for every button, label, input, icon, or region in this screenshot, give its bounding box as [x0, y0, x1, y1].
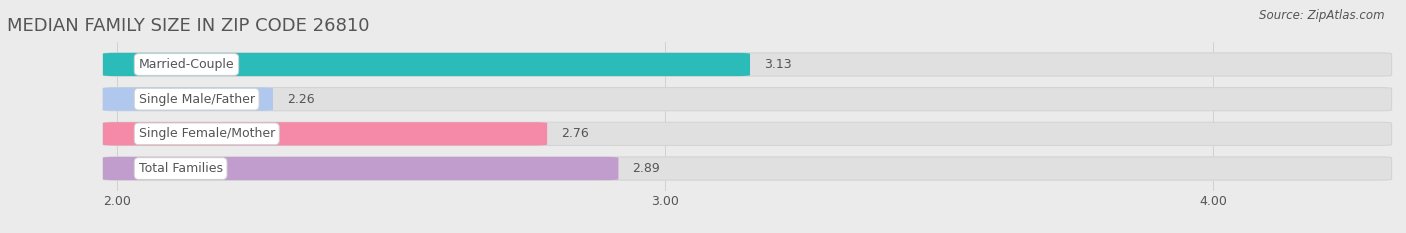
FancyBboxPatch shape	[103, 88, 273, 111]
FancyBboxPatch shape	[103, 122, 1392, 145]
FancyBboxPatch shape	[103, 122, 547, 145]
Text: 2.89: 2.89	[633, 162, 659, 175]
FancyBboxPatch shape	[103, 157, 619, 180]
Text: Married-Couple: Married-Couple	[139, 58, 235, 71]
Text: 2.26: 2.26	[287, 93, 315, 106]
Text: 3.13: 3.13	[763, 58, 792, 71]
Text: Total Families: Total Families	[139, 162, 222, 175]
Text: 2.76: 2.76	[561, 127, 589, 140]
FancyBboxPatch shape	[103, 53, 749, 76]
Text: Single Female/Mother: Single Female/Mother	[139, 127, 276, 140]
Text: Single Male/Father: Single Male/Father	[139, 93, 254, 106]
FancyBboxPatch shape	[103, 53, 1392, 76]
FancyBboxPatch shape	[103, 157, 1392, 180]
Text: MEDIAN FAMILY SIZE IN ZIP CODE 26810: MEDIAN FAMILY SIZE IN ZIP CODE 26810	[7, 17, 370, 35]
Text: Source: ZipAtlas.com: Source: ZipAtlas.com	[1260, 9, 1385, 22]
FancyBboxPatch shape	[103, 88, 1392, 111]
